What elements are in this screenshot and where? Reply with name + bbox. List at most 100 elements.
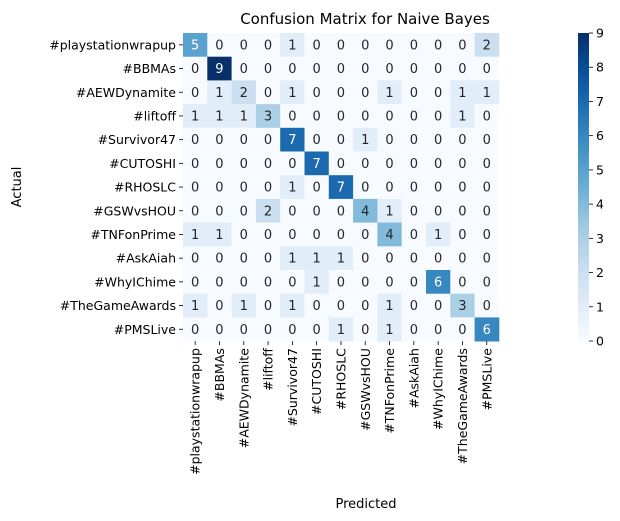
cell-value-label: 1 (240, 109, 248, 124)
cell-value-label: 0 (191, 204, 199, 219)
heatmap-cell (231, 222, 257, 247)
heatmap-cell (401, 246, 427, 271)
heatmap-cell (450, 222, 475, 247)
x-tick-label: #WhyIChime (431, 348, 446, 430)
cell-value-label: 0 (191, 323, 199, 338)
heatmap-cell (474, 104, 500, 129)
heatmap-cell (255, 317, 281, 342)
heatmap-cell (426, 222, 451, 247)
heatmap-cell (401, 270, 427, 295)
cell-value-label: 1 (458, 86, 466, 101)
heatmap-cell (255, 33, 281, 58)
y-tick-label: #GSWvsHOU (93, 203, 176, 218)
heatmap-cell (474, 80, 500, 105)
cell-value-label: 0 (215, 157, 223, 172)
cell-value-label: 0 (361, 38, 369, 53)
heatmap-cell (328, 246, 354, 271)
cell-value-label: 0 (483, 228, 491, 243)
heatmap-cell (207, 198, 232, 223)
y-tick-labels: #playstationwrapup #BBMAs #AEWDynamite #lif… (49, 37, 183, 337)
cell-value-label: 0 (361, 62, 369, 77)
cell-value-label: 0 (215, 181, 223, 196)
cell-value-label: 0 (410, 275, 418, 290)
heatmap-cell (474, 198, 500, 223)
heatmap-cell (280, 246, 305, 271)
cell-value-label: 0 (410, 228, 418, 243)
heatmap-cell (401, 222, 427, 247)
cell-value-label: 0 (337, 228, 345, 243)
heatmap-cell (426, 151, 451, 176)
x-tick-label: #GSWvsHOU (358, 348, 373, 431)
cell-value-label: 0 (385, 133, 393, 148)
cell-value-label: 0 (337, 275, 345, 290)
heatmap-cell (304, 127, 330, 152)
heatmap-cell (304, 175, 330, 200)
heatmap-cell (353, 33, 378, 58)
heatmap-cell (183, 80, 208, 105)
cell-value-label: 1 (191, 228, 199, 243)
colorbar-tick-label: 6 (596, 128, 604, 143)
heatmap-cell (401, 104, 427, 129)
heatmap-cell (328, 198, 354, 223)
heatmap-cell (231, 33, 257, 58)
cell-value-label: 0 (385, 62, 393, 77)
cell-value-label: 2 (240, 86, 248, 101)
cell-value-label: 7 (288, 133, 296, 148)
cell-value-label: 0 (458, 323, 466, 338)
heatmap-cell (207, 151, 232, 176)
heatmap-cell (401, 56, 427, 81)
heatmap-cell (377, 56, 403, 81)
y-tick-label: #AskAiah (116, 251, 176, 266)
cell-value-label: 0 (264, 133, 272, 148)
heatmap-cell (450, 317, 475, 342)
cell-value-label: 0 (313, 204, 321, 219)
cell-value-label: 7 (337, 181, 345, 196)
heatmap-cell (304, 246, 330, 271)
x-tick-label: #AskAiah (406, 348, 421, 408)
cell-value-label: 0 (483, 181, 491, 196)
heatmap-cell (426, 33, 451, 58)
heatmap-cell (280, 33, 305, 58)
heatmap-cell (280, 127, 305, 152)
heatmap-cell (377, 175, 403, 200)
x-axis-label: Predicted (335, 497, 396, 512)
heatmap-cell (304, 293, 330, 318)
colorbar-ticks: 0 1 2 3 4 5 6 7 8 9 (589, 26, 604, 349)
cell-value-label: 1 (215, 109, 223, 124)
cell-value-label: 0 (483, 157, 491, 172)
cell-value-label: 0 (458, 252, 466, 267)
heatmap-cell (280, 175, 305, 200)
heatmap-cell (474, 222, 500, 247)
cell-value-label: 3 (458, 299, 466, 314)
cell-value-label: 0 (361, 299, 369, 314)
heatmap-cell (280, 270, 305, 295)
cell-value-label: 0 (240, 228, 248, 243)
heatmap-cell (231, 80, 257, 105)
y-tick-label: #Survivor47 (98, 132, 176, 147)
cell-value-label: 0 (458, 157, 466, 172)
cell-value-label: 0 (240, 38, 248, 53)
heatmap-cell (353, 151, 378, 176)
colorbar-tick-label: 9 (596, 26, 604, 41)
heatmap-cell (280, 104, 305, 129)
cell-value-label: 0 (313, 62, 321, 77)
cell-value-label: 0 (410, 323, 418, 338)
cell-value-label: 0 (434, 181, 442, 196)
heatmap-cell (304, 104, 330, 129)
colorbar-tick-label: 5 (596, 162, 604, 177)
cell-value-label: 0 (410, 38, 418, 53)
cell-value-label: 1 (313, 275, 321, 290)
heatmap-cell (183, 317, 208, 342)
cell-value-label: 0 (483, 109, 491, 124)
cell-value-label: 6 (483, 323, 491, 338)
cell-value-label: 1 (483, 86, 491, 101)
cell-value-label: 1 (191, 109, 199, 124)
cell-value-label: 5 (191, 38, 199, 53)
cell-value-label: 0 (483, 252, 491, 267)
cell-value-label: 0 (434, 38, 442, 53)
heatmap-cell (401, 151, 427, 176)
cell-value-label: 2 (264, 204, 272, 219)
cell-value-label: 0 (240, 181, 248, 196)
cell-value-label: 0 (337, 133, 345, 148)
heatmap-cell (183, 127, 208, 152)
